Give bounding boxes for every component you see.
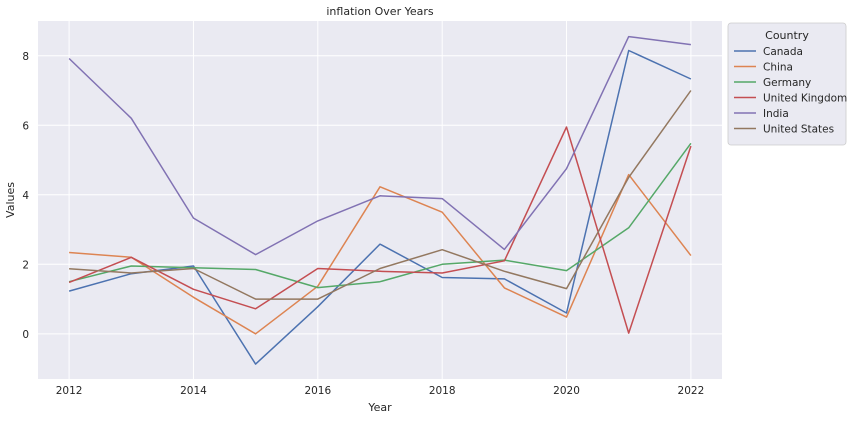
series-line-china — [69, 173, 692, 335]
x-tick-label: 2014 — [180, 385, 207, 397]
y-tick-label: 4 — [22, 190, 29, 202]
chart-title: inflation Over Years — [326, 5, 434, 18]
legend: Country Canada China Germany United Kingdom… — [727, 22, 847, 146]
legend-title: Country — [765, 29, 809, 42]
x-tick-label: 2022 — [678, 385, 705, 397]
series-line-united-kingdom — [68, 126, 692, 334]
grid — [38, 21, 722, 379]
y-axis-label: Values — [4, 182, 17, 218]
legend-label-germany: Germany — [763, 77, 811, 89]
tick-labels: 2012 2014 2016 2018 2020 2022 0 2 4 6 8 — [22, 51, 704, 397]
series-line-germany — [68, 142, 692, 289]
series-line-united-states — [69, 90, 692, 300]
x-axis-label: Year — [367, 401, 392, 414]
legend-label-canada: Canada — [763, 46, 803, 58]
legend-label-united-states: United States — [763, 124, 834, 136]
series-line-india — [68, 35, 691, 256]
x-tick-label: 2012 — [56, 385, 83, 397]
series-line-canada — [68, 49, 692, 365]
plot-area — [38, 21, 722, 379]
legend-label-india: India — [763, 108, 789, 120]
series-lines — [68, 35, 692, 365]
y-tick-label: 6 — [22, 120, 29, 132]
y-tick-label: 2 — [22, 259, 29, 271]
x-tick-label: 2016 — [304, 385, 331, 397]
x-tick-label: 2020 — [553, 385, 580, 397]
legend-label-china: China — [763, 62, 793, 74]
legend-label-united-kingdom: United Kingdom — [763, 93, 847, 105]
x-tick-label: 2018 — [429, 385, 456, 397]
y-tick-label: 0 — [22, 329, 29, 341]
legend-box — [727, 22, 847, 146]
y-tick-label: 8 — [22, 51, 29, 63]
